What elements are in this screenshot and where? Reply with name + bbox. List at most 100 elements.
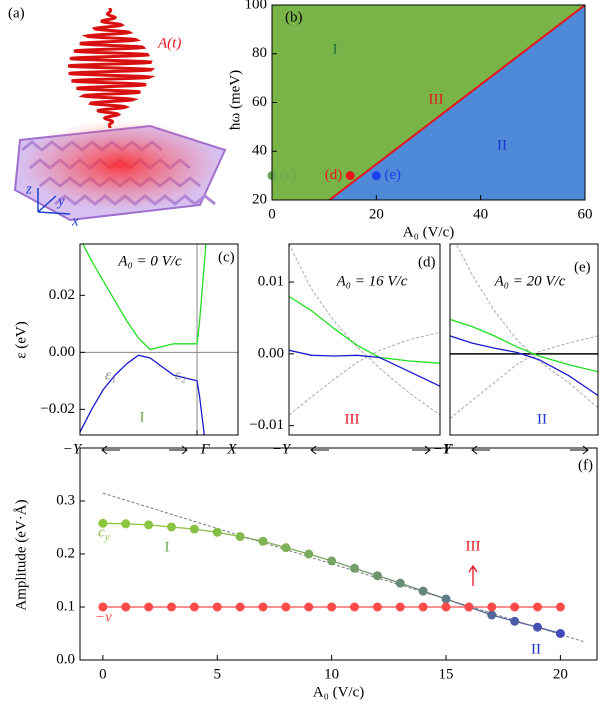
arrow [101, 445, 120, 455]
marker [212, 602, 222, 612]
axis-y: y [56, 193, 65, 209]
arrow [412, 445, 431, 455]
axis-x: x [71, 213, 79, 229]
point-label: (d) [325, 167, 343, 183]
region-label: III [466, 538, 481, 554]
fit-line [102, 492, 584, 642]
x-tick-label: 60 [578, 206, 593, 222]
band-line [450, 335, 598, 397]
marker [555, 629, 565, 638]
illustration: (a) A(t) z y x [8, 5, 227, 229]
marker [144, 520, 154, 530]
reference-line [450, 335, 598, 419]
x-tick-label: 5 [214, 666, 222, 682]
params: A₀ = 16 V/c [336, 273, 408, 289]
y-tick-label: 60 [252, 94, 267, 110]
marker [281, 602, 291, 612]
y-tick-label: 80 [252, 45, 267, 61]
arrow [570, 445, 589, 455]
marker [98, 602, 108, 612]
panel-label: (a) [8, 5, 25, 21]
band-label: ε₁ [105, 367, 116, 383]
band-line [450, 318, 598, 373]
marker [395, 578, 405, 588]
reference-line [455, 244, 598, 409]
y-tick-label: 0.00 [49, 344, 75, 360]
y-tick-label: 0.2 [56, 545, 75, 561]
marker [189, 602, 199, 612]
arrow [468, 564, 478, 586]
region-label: II [531, 641, 541, 657]
region-label: II [537, 411, 547, 427]
x-tick-label: 15 [439, 666, 454, 682]
band-line [82, 244, 207, 351]
x-tick-label: Γ [443, 441, 454, 457]
y-tick-label: 0.01 [258, 273, 284, 289]
region-label: III [429, 91, 444, 107]
x-tick-label: 10 [324, 666, 339, 682]
point-label: (e) [384, 167, 401, 183]
y-tick-label: 0.3 [56, 492, 75, 508]
point [371, 171, 381, 181]
boundary-line [328, 5, 585, 200]
marker [441, 602, 451, 612]
marker [281, 543, 291, 553]
band-line [289, 349, 440, 387]
x-tick-label: 40 [473, 206, 488, 222]
axes-frame [288, 243, 441, 436]
x-axis-label: A₀ (V/c) [313, 684, 364, 700]
marker [258, 602, 268, 612]
y-tick-label: 0.02 [49, 287, 75, 303]
marker [167, 522, 177, 532]
marker [350, 602, 360, 612]
x-tick-label: −Y [63, 441, 83, 457]
y-tick-label: −0.02 [40, 401, 75, 417]
marker [510, 602, 520, 612]
marker [372, 571, 382, 581]
marker [121, 602, 131, 612]
plot-area [450, 244, 598, 419]
region-label: III [345, 411, 360, 427]
panel-label: (c) [218, 249, 235, 265]
x-tick-label: 0 [268, 206, 276, 222]
x-tick-label: −Y [272, 441, 292, 457]
marker [533, 602, 543, 612]
band-line [289, 295, 440, 364]
marker [258, 536, 268, 546]
arrow [471, 445, 490, 455]
marker [304, 549, 314, 559]
marker [418, 586, 428, 596]
glow [20, 120, 220, 210]
panel-label: (f) [578, 457, 593, 473]
panel-label: (d) [418, 254, 436, 270]
x-tick-label: X [226, 441, 237, 457]
reference-line [289, 331, 440, 416]
axis-z: z [25, 181, 32, 197]
y-tick-label: 0.0 [56, 651, 75, 667]
y-axis-label: ε (eV) [13, 321, 29, 359]
x-tick-label: 20 [369, 206, 384, 222]
y-axis-label: ħω (meV) [227, 70, 243, 130]
region-i [272, 5, 585, 200]
pulse [67, 8, 156, 128]
marker [441, 594, 451, 604]
marker [235, 602, 245, 612]
panel: A₀ = 0 V/c Iε₁ ε₂ −Y Γ X 0.02 0.00 −0.02 (c) ε (eV… [13, 243, 239, 457]
marker [327, 556, 337, 566]
x-tick-label: 20 [553, 666, 568, 682]
marker [167, 602, 177, 612]
y-axis-label: Amplitude (eV·Å) [13, 499, 29, 610]
marker [487, 610, 497, 620]
x-axis-label: A₀ (V/c) [403, 224, 454, 240]
marker [464, 602, 474, 612]
region-label: I [165, 539, 170, 555]
arrow [310, 445, 329, 455]
y-tick-label: 100 [245, 0, 268, 12]
y-tick-label: −0.01 [249, 417, 284, 433]
marker [372, 602, 382, 612]
plot-area [272, 5, 585, 200]
marker [235, 532, 245, 542]
